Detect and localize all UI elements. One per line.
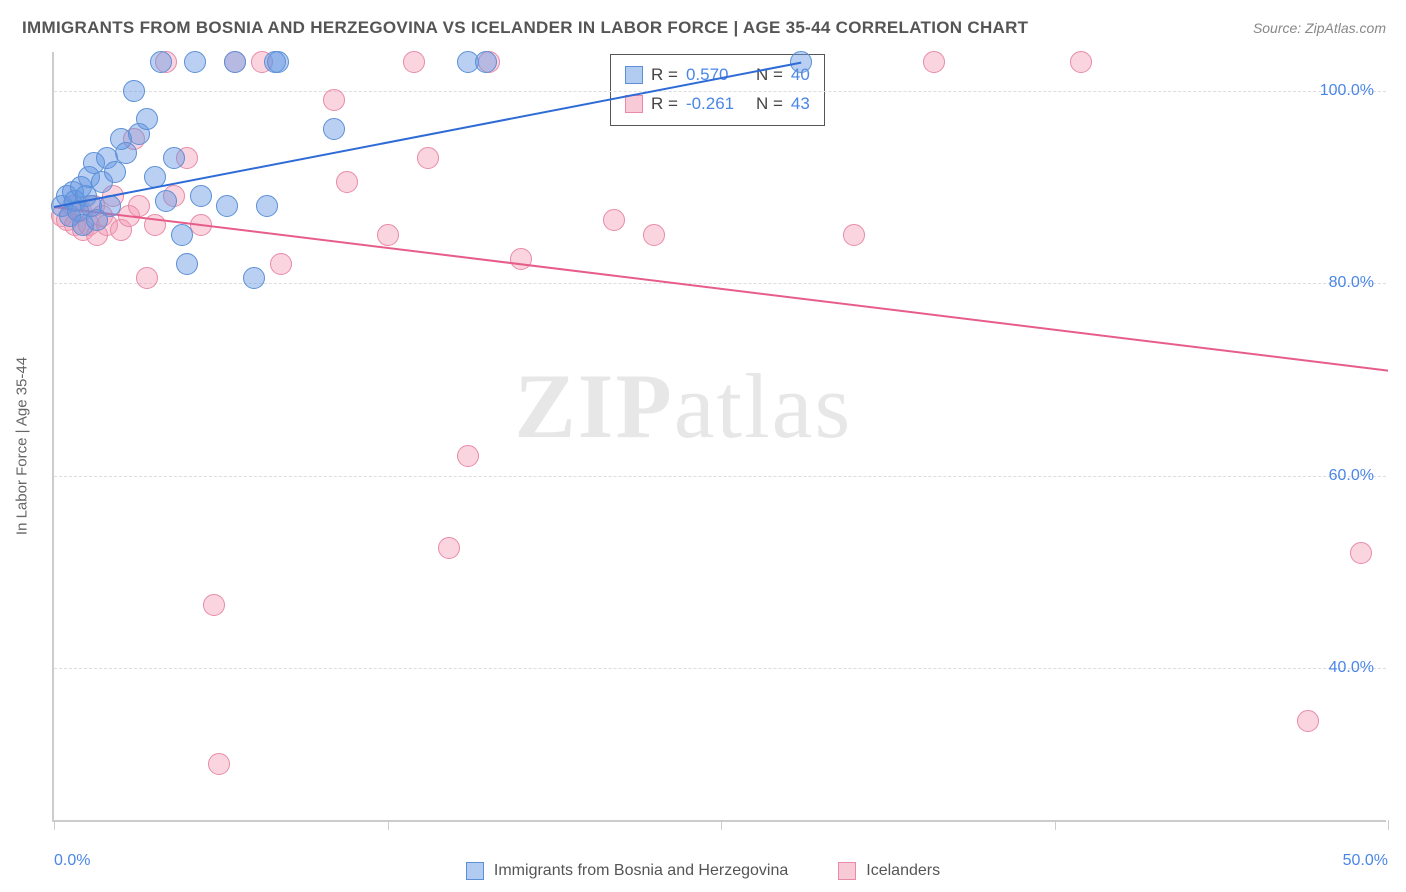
icelanders-point bbox=[843, 224, 865, 246]
icelanders-point bbox=[270, 253, 292, 275]
gridline bbox=[54, 476, 1386, 477]
n-value: 43 bbox=[791, 90, 810, 119]
bosnia-point bbox=[176, 253, 198, 275]
bosnia-point bbox=[136, 108, 158, 130]
icelanders-point bbox=[417, 147, 439, 169]
chart-header: IMMIGRANTS FROM BOSNIA AND HERZEGOVINA V… bbox=[0, 0, 1406, 44]
bosnia-point bbox=[115, 142, 137, 164]
series-legend: Immigrants from Bosnia and Herzegovina Ic… bbox=[0, 862, 1406, 880]
x-tick-mark bbox=[388, 820, 389, 830]
icelanders-point bbox=[1297, 710, 1319, 732]
watermark-light: atlas bbox=[674, 355, 853, 457]
x-tick-mark bbox=[1055, 820, 1056, 830]
r-label: R = bbox=[651, 90, 678, 119]
icelanders-point bbox=[208, 753, 230, 775]
icelanders-point bbox=[323, 89, 345, 111]
legend-label: Icelanders bbox=[866, 862, 940, 880]
bosnia-point bbox=[216, 195, 238, 217]
legend-item: Icelanders bbox=[838, 862, 940, 880]
y-tick-label: 100.0% bbox=[1320, 82, 1374, 100]
icelanders-point bbox=[438, 537, 460, 559]
gridline bbox=[54, 668, 1386, 669]
watermark: ZIPatlas bbox=[514, 353, 852, 459]
icelanders-point bbox=[457, 445, 479, 467]
y-tick-label: 80.0% bbox=[1329, 274, 1374, 292]
legend-row: R = -0.261 N = 43 bbox=[625, 90, 810, 119]
icelanders-point bbox=[128, 195, 150, 217]
legend-swatch bbox=[466, 862, 484, 880]
bosnia-point bbox=[243, 267, 265, 289]
icelanders-point bbox=[510, 248, 532, 270]
bosnia-point bbox=[155, 190, 177, 212]
bosnia-point bbox=[104, 161, 126, 183]
icelanders-point bbox=[136, 267, 158, 289]
x-tick-mark bbox=[1388, 820, 1389, 830]
legend-swatch bbox=[625, 66, 643, 84]
bosnia-point bbox=[150, 51, 172, 73]
y-axis-label: In Labor Force | Age 35-44 bbox=[14, 357, 31, 535]
legend-swatch bbox=[625, 95, 643, 113]
x-tick-mark bbox=[54, 820, 55, 830]
legend-item: Immigrants from Bosnia and Herzegovina bbox=[466, 862, 788, 880]
bosnia-point bbox=[224, 51, 246, 73]
bosnia-point bbox=[256, 195, 278, 217]
chart-source: Source: ZipAtlas.com bbox=[1253, 20, 1386, 36]
icelanders-point bbox=[603, 209, 625, 231]
legend-label: Immigrants from Bosnia and Herzegovina bbox=[494, 862, 788, 880]
y-tick-label: 40.0% bbox=[1329, 659, 1374, 677]
icelanders-point bbox=[336, 171, 358, 193]
legend-swatch bbox=[838, 862, 856, 880]
bosnia-point bbox=[163, 147, 185, 169]
bosnia-point bbox=[475, 51, 497, 73]
icelanders-point bbox=[403, 51, 425, 73]
x-tick-mark bbox=[721, 820, 722, 830]
bosnia-trendline bbox=[54, 62, 801, 208]
gridline bbox=[54, 91, 1386, 92]
bosnia-point bbox=[171, 224, 193, 246]
scatter-chart: ZIPatlas R =0.570N =40R =-0.261N =43 40.… bbox=[52, 52, 1386, 822]
bosnia-point bbox=[184, 51, 206, 73]
y-tick-label: 60.0% bbox=[1329, 467, 1374, 485]
icelanders-point bbox=[643, 224, 665, 246]
n-label: N = bbox=[756, 90, 783, 119]
icelanders-point bbox=[1350, 542, 1372, 564]
bosnia-point bbox=[190, 185, 212, 207]
icelanders-point bbox=[203, 594, 225, 616]
r-value: -0.261 bbox=[686, 90, 748, 119]
chart-title: IMMIGRANTS FROM BOSNIA AND HERZEGOVINA V… bbox=[22, 18, 1028, 38]
watermark-bold: ZIP bbox=[514, 355, 673, 457]
bosnia-point bbox=[267, 51, 289, 73]
icelanders-point bbox=[1070, 51, 1092, 73]
icelanders-point bbox=[377, 224, 399, 246]
bosnia-point bbox=[123, 80, 145, 102]
icelanders-point bbox=[923, 51, 945, 73]
bosnia-point bbox=[323, 118, 345, 140]
